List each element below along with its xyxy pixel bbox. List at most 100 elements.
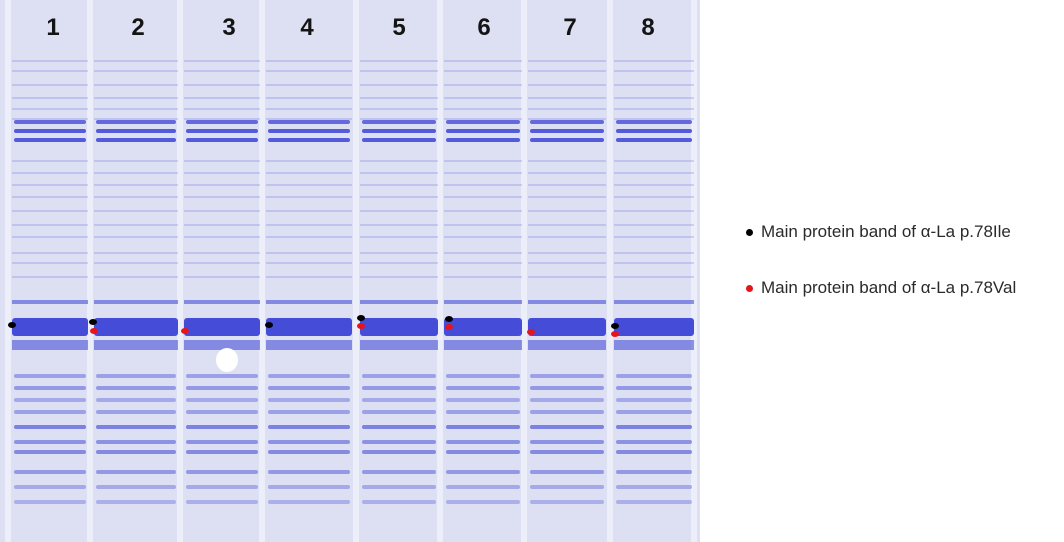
upper-band xyxy=(96,138,176,142)
lower-band xyxy=(186,398,258,402)
lower-band xyxy=(268,386,350,390)
val-marker-dot xyxy=(357,323,365,329)
faint-band xyxy=(184,276,260,278)
faint-band xyxy=(528,60,606,62)
faint-band xyxy=(266,108,352,110)
lower-band xyxy=(268,470,350,474)
lower-band xyxy=(186,450,258,454)
faint-band xyxy=(184,172,260,174)
lower-band xyxy=(446,425,520,429)
lower-band xyxy=(14,485,86,489)
faint-band xyxy=(360,252,438,254)
upper-band xyxy=(616,138,692,142)
faint-band xyxy=(12,70,88,72)
faint-band xyxy=(444,60,522,62)
faint-band xyxy=(360,60,438,62)
faint-band xyxy=(614,118,694,120)
upper-band xyxy=(616,129,692,133)
lower-band xyxy=(268,410,350,414)
faint-band xyxy=(94,97,178,99)
faint-band xyxy=(614,172,694,174)
faint-band xyxy=(184,60,260,62)
lane-separator xyxy=(5,0,11,542)
faint-band xyxy=(12,84,88,86)
main-band xyxy=(266,318,352,336)
faint-band xyxy=(94,118,178,120)
lower-band xyxy=(96,386,176,390)
lower-band xyxy=(616,500,692,504)
lower-band xyxy=(268,500,350,504)
faint-band xyxy=(266,60,352,62)
upper-band xyxy=(268,129,350,133)
legend-item-val: Main protein band of α-La p.78Val xyxy=(746,278,1064,300)
main-band xyxy=(12,318,88,336)
faint-band xyxy=(94,262,178,264)
lane-separator xyxy=(437,0,443,542)
faint-band xyxy=(614,276,694,278)
upper-band xyxy=(530,120,604,124)
upper-band xyxy=(186,138,258,142)
faint-band xyxy=(12,60,88,62)
lower-band xyxy=(14,398,86,402)
upper-band xyxy=(530,138,604,142)
faint-band xyxy=(360,108,438,110)
faint-band xyxy=(360,70,438,72)
faint-band xyxy=(12,196,88,198)
faint-band xyxy=(444,196,522,198)
faint-band xyxy=(94,252,178,254)
faint-band xyxy=(444,252,522,254)
lower-band xyxy=(268,485,350,489)
faint-band xyxy=(94,224,178,226)
faint-band xyxy=(94,172,178,174)
faint-band xyxy=(528,276,606,278)
lower-band xyxy=(530,500,604,504)
lower-band xyxy=(446,374,520,378)
val-marker-dot xyxy=(181,328,189,334)
faint-band xyxy=(528,224,606,226)
lower-band xyxy=(268,398,350,402)
faint-band xyxy=(266,184,352,186)
band-above-main xyxy=(94,300,178,304)
lower-band xyxy=(362,374,436,378)
faint-band xyxy=(266,236,352,238)
faint-band xyxy=(528,108,606,110)
lower-band xyxy=(268,440,350,444)
lower-band xyxy=(268,374,350,378)
faint-band xyxy=(614,97,694,99)
upper-band xyxy=(616,120,692,124)
faint-band xyxy=(94,210,178,212)
faint-band xyxy=(614,160,694,162)
sub-main-band xyxy=(266,340,352,350)
upper-band xyxy=(96,129,176,133)
faint-band xyxy=(94,236,178,238)
faint-band xyxy=(266,196,352,198)
upper-band xyxy=(14,120,86,124)
faint-band xyxy=(12,160,88,162)
lower-band xyxy=(446,450,520,454)
lane-number-7: 7 xyxy=(563,14,577,41)
faint-band xyxy=(444,118,522,120)
val-marker-dot xyxy=(445,324,453,330)
val-marker-dot xyxy=(90,328,98,334)
faint-band xyxy=(614,252,694,254)
upper-band xyxy=(530,129,604,133)
sub-main-band xyxy=(184,340,260,350)
upper-band xyxy=(96,120,176,124)
lane-number-2: 2 xyxy=(131,14,145,41)
lower-band xyxy=(446,398,520,402)
lower-band xyxy=(14,374,86,378)
lower-band xyxy=(362,440,436,444)
band-above-main xyxy=(444,300,522,304)
faint-band xyxy=(184,118,260,120)
lower-band xyxy=(186,374,258,378)
faint-band xyxy=(360,118,438,120)
lane-number-5: 5 xyxy=(392,14,406,41)
faint-band xyxy=(614,108,694,110)
faint-band xyxy=(528,196,606,198)
faint-band xyxy=(528,210,606,212)
faint-band xyxy=(94,196,178,198)
faint-band xyxy=(94,70,178,72)
gel-drawing xyxy=(0,0,700,542)
lower-band xyxy=(616,425,692,429)
lane-number-1: 1 xyxy=(46,14,60,41)
